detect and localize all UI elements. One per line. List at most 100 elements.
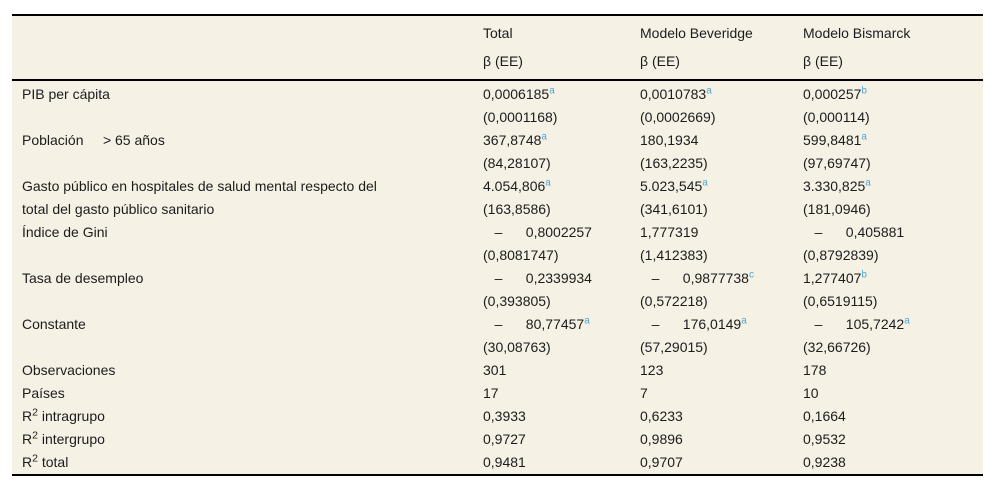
coef-value: 4.054,806 xyxy=(483,178,546,194)
coef-value: 3.330,825 xyxy=(803,178,866,194)
row-label: Tasa de desempleo xyxy=(22,270,144,286)
footnote-ref[interactable]: a xyxy=(541,131,547,143)
stat-value: 178 xyxy=(803,362,827,378)
table-row: Población > 65 años 367,8748a (84,28107)… xyxy=(12,129,983,175)
coef-line: – 0,405881 xyxy=(803,221,983,244)
se-value: (57,29015) xyxy=(640,339,708,355)
stat-cell-total: 0,9727 xyxy=(483,428,640,451)
coef-value: – 105,7242 xyxy=(803,316,905,332)
row-label-text: R xyxy=(22,431,33,447)
stat-row: R2 intergrupo 0,9727 0,9896 0,9532 xyxy=(12,428,983,451)
se-value: (0,0002669) xyxy=(640,109,716,125)
coef-cell-bismarck: 599,8481a (97,69747) xyxy=(803,129,983,175)
coef-line: 1,777319 xyxy=(640,221,803,244)
row-label: R2 intergrupo xyxy=(22,428,483,451)
table-row: Tasa de desempleo – 0,2339934 (0,393805)… xyxy=(12,267,983,313)
coef-cell-total: – 0,8002257 (0,8081747) xyxy=(483,221,640,267)
column-title: Total xyxy=(483,25,513,41)
stat-cell-bismarck: 0,9238 xyxy=(803,451,983,475)
row-label: Constante xyxy=(22,316,86,332)
stat-value: 0,3933 xyxy=(483,408,526,424)
se-value: (0,8792839) xyxy=(803,247,879,263)
coef-value: 0,000257 xyxy=(803,86,862,102)
coef-cell-total: 0,0006185a (0,0001168) xyxy=(483,80,640,129)
se-value: (163,2235) xyxy=(640,155,708,171)
stat-cell-bismarck: 10 xyxy=(803,382,983,405)
stat-value: 0,9707 xyxy=(640,454,683,470)
coef-value: 0,0006185 xyxy=(483,86,550,102)
footnote-ref[interactable]: a xyxy=(545,177,551,189)
coef-value: – 0,2339934 xyxy=(483,270,592,286)
footnote-ref[interactable]: a xyxy=(741,315,747,327)
row-label-text: Observaciones xyxy=(22,362,116,378)
footnote-ref[interactable]: a xyxy=(706,85,712,97)
header-cell-empty xyxy=(12,15,483,81)
coef-cell-bismarck: 3.330,825a (181,0946) xyxy=(803,175,983,221)
superscript-2: 2 xyxy=(32,429,38,442)
footnote-ref[interactable]: a xyxy=(865,177,871,189)
stat-cell-bismarck: 0,1664 xyxy=(803,405,983,428)
row-label: Observaciones xyxy=(22,359,483,382)
coef-value: – 176,0149 xyxy=(640,316,742,332)
se-value: (0,000114) xyxy=(803,109,870,125)
se-value: (84,28107) xyxy=(483,155,551,171)
coef-cell-bismarck: 0,000257b (0,000114) xyxy=(803,80,983,129)
coef-cell-total: 367,8748a (84,28107) xyxy=(483,129,640,175)
stat-cell-beveridge: 123 xyxy=(640,359,803,382)
table-row: PIB per cápita 0,0006185a (0,0001168) 0,… xyxy=(12,80,983,129)
coef-value: 0,0010783 xyxy=(640,86,707,102)
coef-value: 180,1934 xyxy=(640,132,699,148)
coef-line: 367,8748a xyxy=(483,129,640,152)
table-row: Constante – 80,77457a (30,08763) – 176,0… xyxy=(12,313,983,359)
footnote-ref[interactable]: c xyxy=(748,269,754,281)
header-cell-bismarck: Modelo Bismarck β (EE) xyxy=(803,15,983,81)
footnote-ref[interactable]: b xyxy=(861,269,867,281)
row-label-line2 xyxy=(22,244,483,267)
footnote-ref[interactable]: a xyxy=(549,85,555,97)
stat-value: 0,9727 xyxy=(483,431,526,447)
footnote-ref[interactable]: a xyxy=(584,315,590,327)
coef-value: 367,8748 xyxy=(483,132,542,148)
coef-line: – 0,8002257 xyxy=(483,221,640,244)
row-label-cell: Gasto público en hospitales de salud men… xyxy=(12,175,483,221)
stat-value: 10 xyxy=(803,385,819,401)
row-label-cell: Índice de Gini xyxy=(12,221,483,267)
se-value: (163,8586) xyxy=(483,201,551,217)
row-label-rest: total xyxy=(37,454,69,470)
table-row: Gasto público en hospitales de salud men… xyxy=(12,175,983,221)
coef-line: 599,8481a xyxy=(803,129,983,152)
stat-row: R2 total 0,9481 0,9707 0,9238 xyxy=(12,451,983,475)
coef-cell-beveridge: 5.023,545a (341,6101) xyxy=(640,175,803,221)
footnote-ref[interactable]: a xyxy=(904,315,910,327)
se-value: (0,572218) xyxy=(640,293,708,309)
footnote-ref[interactable]: a xyxy=(861,131,867,143)
stat-cell-beveridge: 0,6233 xyxy=(640,405,803,428)
row-label-rest: intragrupo xyxy=(37,408,105,424)
coef-cell-total: – 0,2339934 (0,393805) xyxy=(483,267,640,313)
stat-value: 123 xyxy=(640,362,664,378)
footnote-ref[interactable]: a xyxy=(702,177,708,189)
column-subtitle: β (EE) xyxy=(640,53,680,69)
se-value: (181,0946) xyxy=(803,201,871,217)
stat-cell-total: 0,3933 xyxy=(483,405,640,428)
stat-value: 0,9532 xyxy=(803,431,846,447)
row-label: R2 intragrupo xyxy=(22,405,483,428)
stat-value: 0,1664 xyxy=(803,408,846,424)
coef-line: – 105,7242a xyxy=(803,313,983,336)
row-label-line2 xyxy=(22,106,483,129)
stat-value: 7 xyxy=(640,385,648,401)
coef-cell-beveridge: – 176,0149a (57,29015) xyxy=(640,313,803,359)
row-label-cell: R2 intragrupo xyxy=(12,405,483,428)
se-value: (341,6101) xyxy=(640,201,708,217)
row-label-cell: Tasa de desempleo xyxy=(12,267,483,313)
row-label-cell: R2 total xyxy=(12,451,483,475)
row-label: R2 total xyxy=(22,451,483,474)
row-label: Gasto público en hospitales de salud men… xyxy=(22,178,377,194)
coef-cell-total: – 80,77457a (30,08763) xyxy=(483,313,640,359)
coef-line: 180,1934 xyxy=(640,129,803,152)
coef-line: – 80,77457a xyxy=(483,313,640,336)
footnote-ref[interactable]: b xyxy=(861,85,867,97)
row-label-cell: Países xyxy=(12,382,483,405)
stat-row: Países 17 7 10 xyxy=(12,382,983,405)
